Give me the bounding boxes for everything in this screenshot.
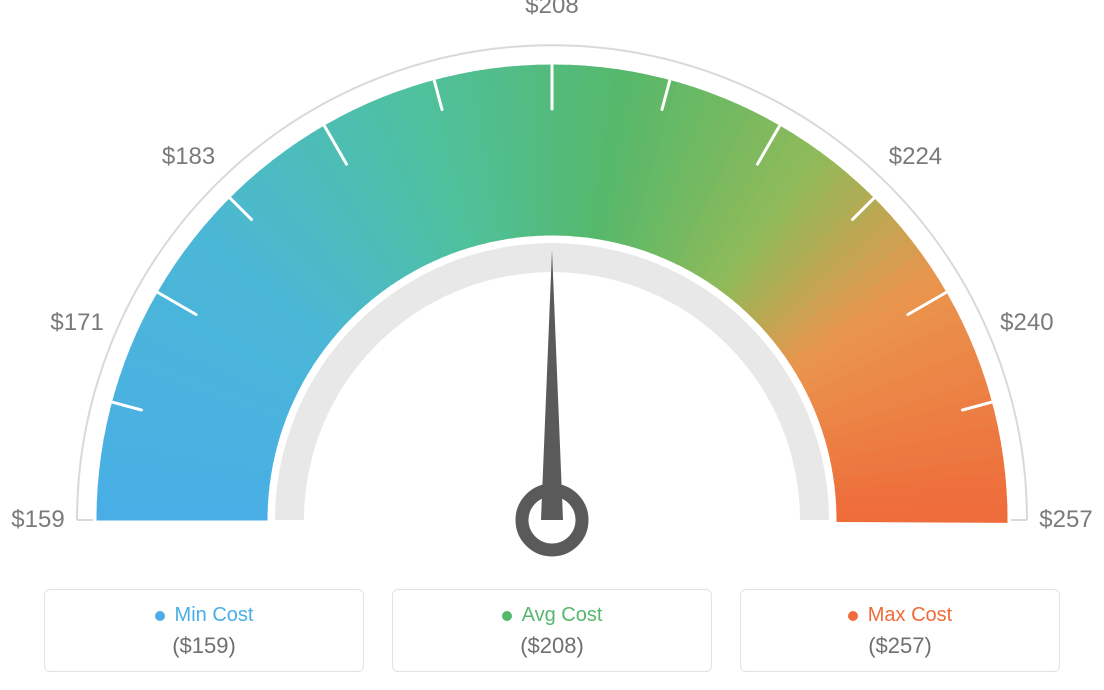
gauge-tick-label: $224 xyxy=(889,143,942,171)
legend-value-max: ($257) xyxy=(741,633,1059,659)
legend-row: Min Cost ($159) Avg Cost ($208) Max Cost… xyxy=(0,589,1104,672)
legend-card-max: Max Cost ($257) xyxy=(740,589,1060,672)
gauge-tick-label: $171 xyxy=(50,309,103,337)
gauge-chart: $159 $171 $183 $208 $224 $240 $257 xyxy=(0,0,1104,560)
legend-title-max: Max Cost xyxy=(848,604,952,627)
legend-title-min: Min Cost xyxy=(155,604,254,627)
legend-card-avg: Avg Cost ($208) xyxy=(392,589,712,672)
legend-label-min: Min Cost xyxy=(175,604,254,627)
legend-title-avg: Avg Cost xyxy=(502,604,603,627)
gauge-svg xyxy=(0,0,1104,560)
dot-icon xyxy=(502,611,512,621)
legend-label-max: Max Cost xyxy=(868,604,952,627)
gauge-tick-label: $257 xyxy=(1039,506,1092,534)
dot-icon xyxy=(155,611,165,621)
gauge-tick-label: $183 xyxy=(162,143,215,171)
dot-icon xyxy=(848,611,858,621)
legend-value-min: ($159) xyxy=(45,633,363,659)
legend-value-avg: ($208) xyxy=(393,633,711,659)
gauge-tick-label: $208 xyxy=(525,0,578,20)
legend-card-min: Min Cost ($159) xyxy=(44,589,364,672)
gauge-tick-label: $240 xyxy=(1000,309,1053,337)
legend-label-avg: Avg Cost xyxy=(522,604,603,627)
gauge-tick-label: $159 xyxy=(11,506,64,534)
